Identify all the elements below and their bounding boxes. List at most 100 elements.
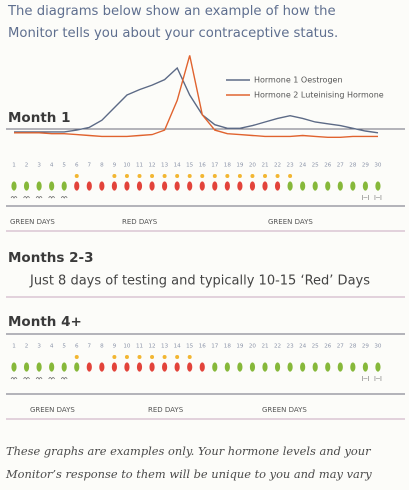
day-light	[174, 362, 180, 372]
day-light	[136, 362, 143, 372]
day-number: 13	[161, 344, 169, 350]
day-light	[362, 362, 368, 372]
test-dot	[112, 174, 117, 178]
test-dot	[162, 355, 167, 359]
day-light	[111, 181, 117, 191]
day-light	[86, 362, 92, 372]
day-number: 15	[186, 163, 194, 169]
day-number: 11	[136, 344, 144, 350]
day-number: 29	[362, 163, 370, 169]
legend-label: Hormone 2 Luteinising Hormone	[254, 91, 384, 100]
period-icon	[35, 377, 43, 380]
day-light	[149, 181, 155, 191]
day-number: 12	[148, 344, 155, 350]
phase-label: RED DAYS	[148, 406, 184, 414]
day-light	[36, 362, 42, 372]
day-number: 20	[249, 163, 257, 169]
day-light	[325, 181, 331, 191]
day-light	[111, 362, 117, 372]
test-dot	[212, 174, 217, 178]
day-light	[149, 362, 155, 372]
day-light	[224, 181, 230, 191]
test-dot	[112, 355, 117, 359]
day-number: 14	[174, 344, 182, 350]
day-number: 18	[224, 163, 232, 169]
test-dot	[74, 174, 79, 178]
test-dot	[124, 355, 129, 359]
day-light	[162, 181, 168, 191]
day-light	[287, 181, 293, 191]
period-icon	[362, 195, 369, 200]
day-light	[337, 181, 343, 191]
day-light	[350, 181, 356, 191]
footer: These graphs are examples only. Your hor…	[6, 444, 371, 458]
day-number: 20	[249, 344, 257, 350]
day-light	[312, 181, 318, 191]
day-number: 23	[287, 344, 295, 350]
period-icon	[48, 377, 55, 380]
test-dot	[237, 174, 242, 178]
day-number: 28	[349, 344, 357, 350]
day-number: 30	[374, 163, 382, 169]
day-light	[49, 181, 55, 191]
day-number: 18	[224, 344, 232, 350]
test-dot	[150, 355, 155, 359]
test-dot	[200, 174, 205, 178]
hormone-line	[14, 55, 378, 138]
day-light	[49, 362, 55, 372]
test-dot	[275, 174, 280, 178]
day-light	[212, 181, 218, 191]
day-number: 30	[374, 344, 382, 350]
day-light	[99, 362, 105, 372]
legend-label: Hormone 1 Oestrogen	[254, 76, 343, 85]
day-light	[136, 181, 143, 191]
day-number: 2	[25, 163, 29, 169]
period-icon	[23, 196, 30, 199]
period-icon	[374, 195, 382, 200]
day-number: 22	[274, 344, 281, 350]
day-light	[199, 181, 205, 191]
day-number: 19	[236, 344, 244, 350]
day-number: 25	[312, 163, 320, 169]
day-number: 21	[261, 344, 269, 350]
day-light	[262, 362, 268, 372]
test-dot	[137, 174, 142, 178]
phase-label: RED DAYS	[122, 218, 158, 226]
day-number: 9	[113, 344, 117, 350]
day-number: 2	[25, 344, 29, 350]
day-light	[174, 181, 180, 191]
day-number: 19	[236, 163, 244, 169]
period-icon	[10, 196, 18, 199]
day-light	[61, 181, 67, 191]
test-dot	[225, 174, 230, 178]
period-icon	[10, 377, 18, 380]
footer: Monitor’s response to them will be uniqu…	[5, 467, 372, 481]
day-number: 7	[88, 344, 92, 350]
day-light	[212, 362, 218, 372]
phase-label: GREEN DAYS	[262, 406, 307, 414]
day-number: 5	[62, 344, 66, 350]
test-dot	[263, 174, 267, 178]
day-number: 24	[299, 344, 307, 350]
day-number: 26	[324, 344, 332, 350]
period-icon	[60, 196, 68, 199]
day-number: 1	[12, 163, 16, 169]
day-light	[124, 362, 130, 372]
day-light	[362, 181, 368, 191]
day-light	[224, 362, 230, 372]
body-text: Just 8 days of testing and typically 10-…	[29, 274, 370, 289]
intro: The diagrams below show an example of ho…	[7, 4, 336, 19]
day-light	[337, 362, 343, 372]
day-light	[287, 362, 293, 372]
day-light	[237, 362, 243, 372]
day-number: 4	[50, 344, 54, 350]
day-number: 17	[211, 163, 219, 169]
day-number: 25	[312, 344, 320, 350]
day-light	[86, 181, 92, 191]
day-light	[300, 362, 306, 372]
day-number: 11	[136, 163, 144, 169]
day-number: 26	[324, 163, 332, 169]
phase-label: GREEN DAYS	[30, 406, 75, 414]
test-dot	[250, 174, 255, 178]
